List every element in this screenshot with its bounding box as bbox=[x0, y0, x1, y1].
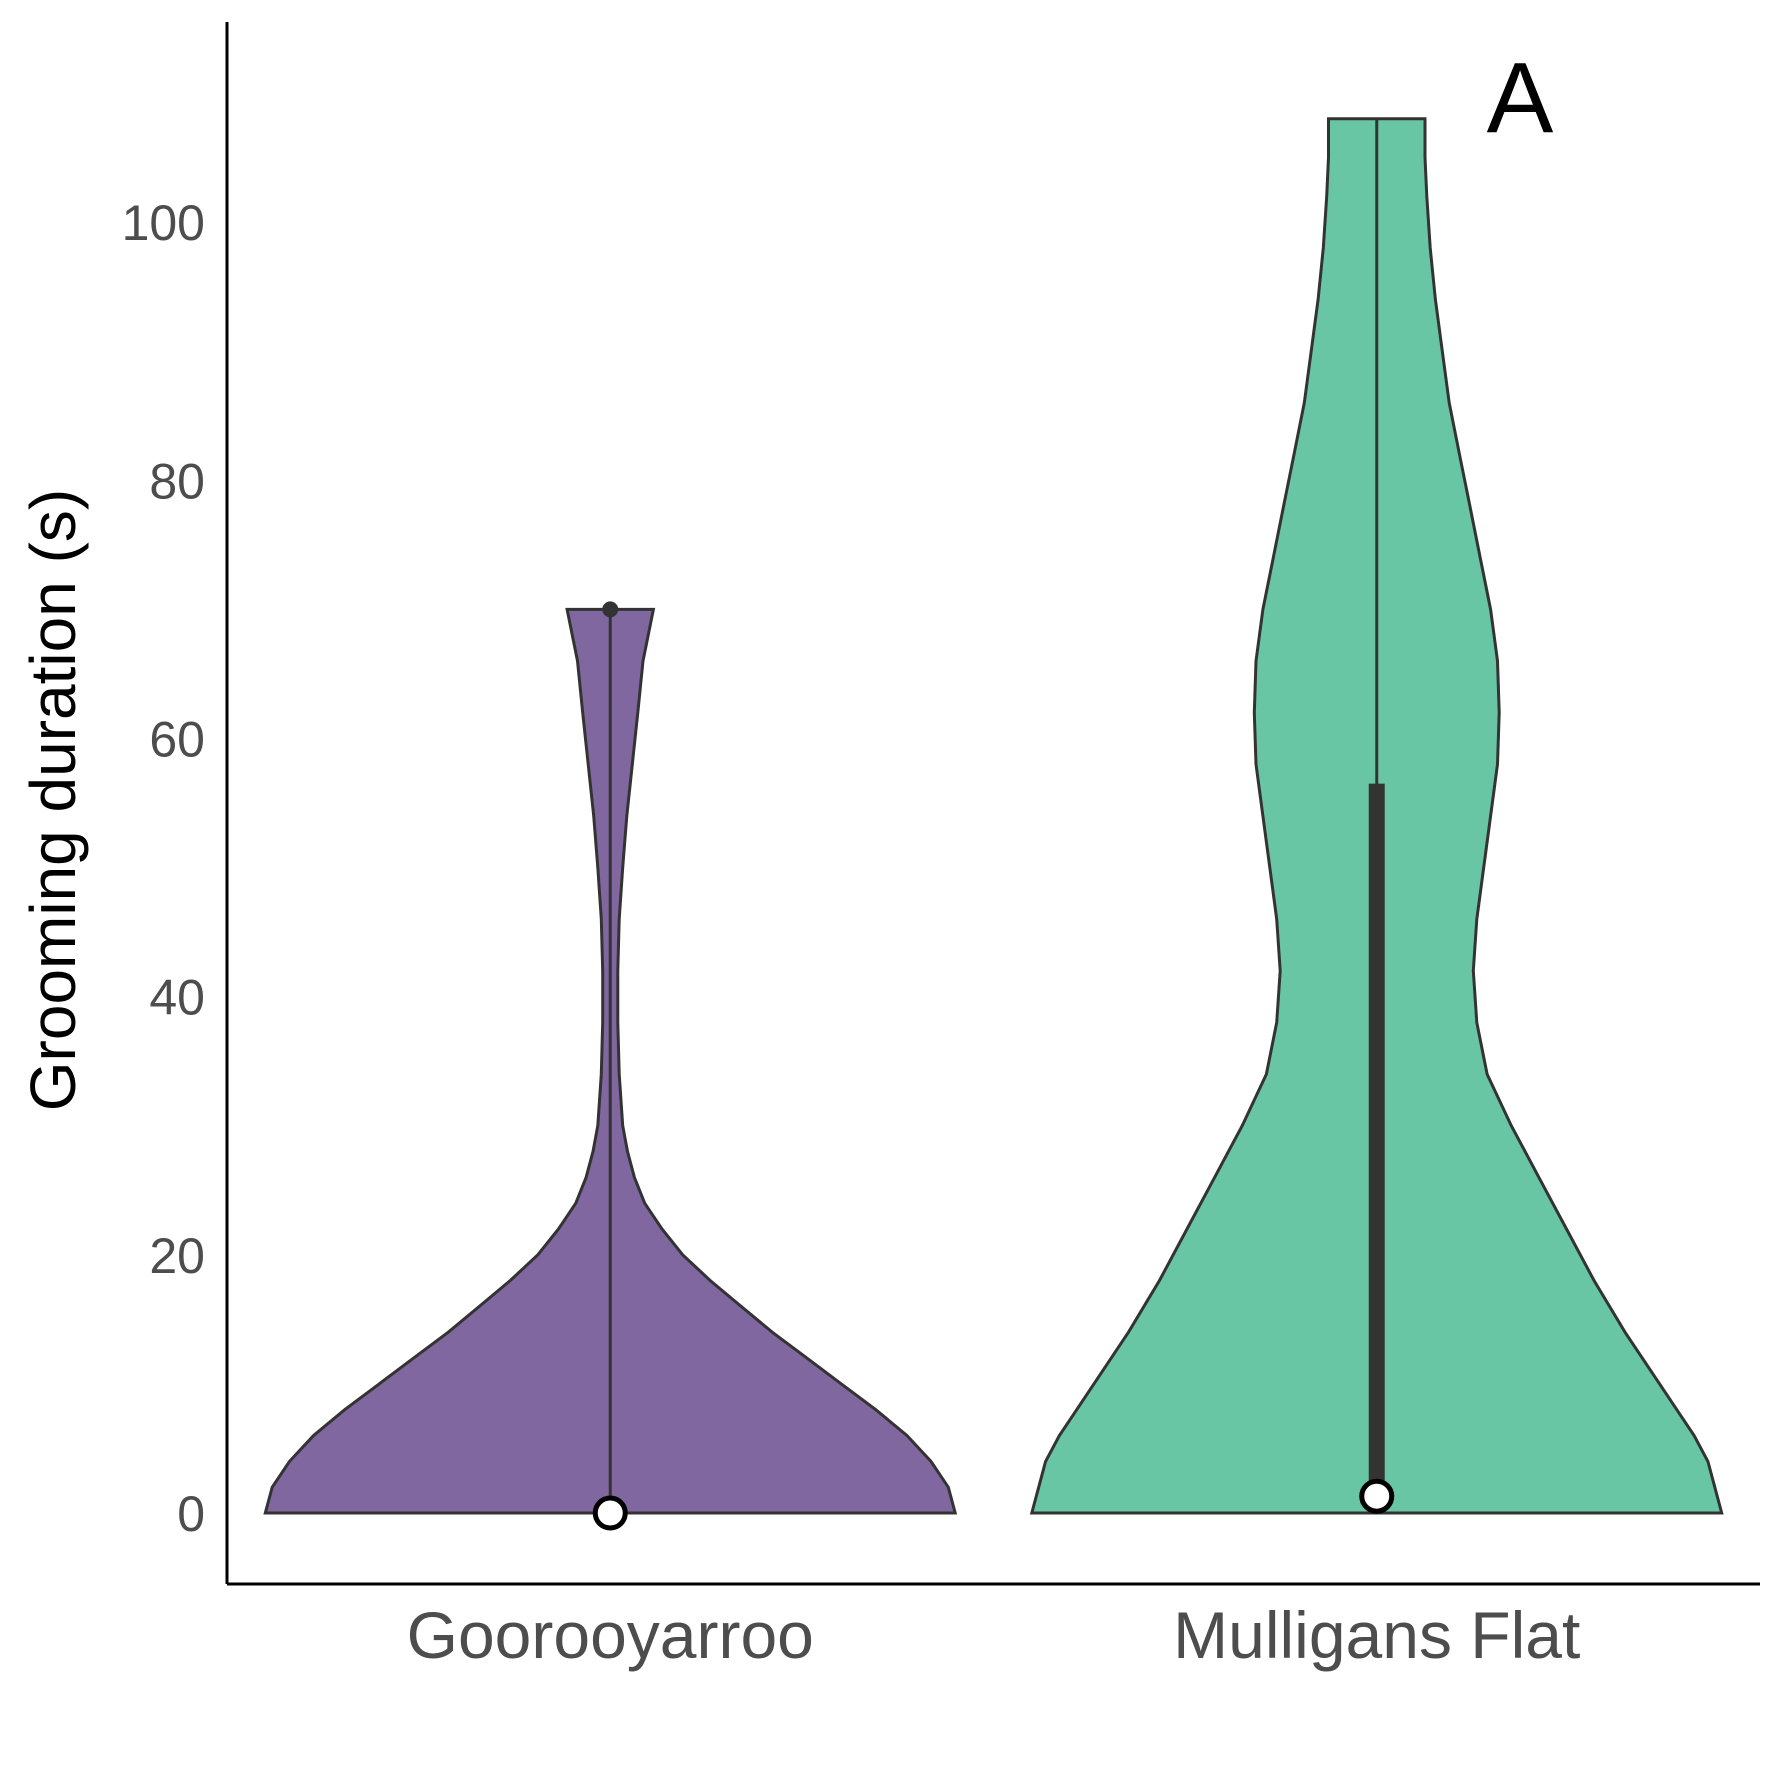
y-tick-label: 40 bbox=[149, 970, 205, 1026]
median-point bbox=[592, 1495, 628, 1531]
y-tick-label: 60 bbox=[149, 711, 205, 767]
y-tick-label: 20 bbox=[149, 1228, 205, 1284]
box-layer bbox=[592, 118, 1395, 1531]
median-point bbox=[1359, 1478, 1395, 1514]
x-tick-label: Goorooyarroo bbox=[407, 1598, 814, 1672]
y-tick-label: 100 bbox=[122, 195, 205, 251]
x-tick-labels: Goorooyarroo Mulligans Flat bbox=[407, 1598, 1581, 1672]
violins-layer bbox=[263, 117, 1724, 1515]
x-tick-label: Mulligans Flat bbox=[1173, 1598, 1580, 1672]
y-axis-title: Grooming duration (s) bbox=[17, 489, 89, 1111]
outlier-point bbox=[602, 601, 619, 618]
y-tick-labels: 0 20 40 60 80 100 bbox=[122, 195, 205, 1542]
y-tick-label: 0 bbox=[177, 1486, 205, 1542]
y-tick-label: 80 bbox=[149, 453, 205, 509]
panel-label: A bbox=[1487, 42, 1554, 154]
